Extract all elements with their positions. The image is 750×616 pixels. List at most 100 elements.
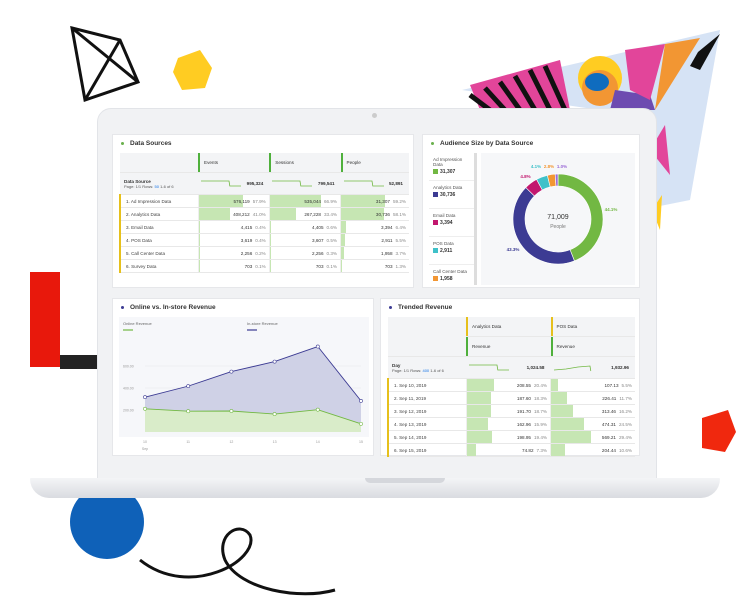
cell-percent: 11.7% [619,395,632,401]
column-label: POS Data [550,317,635,336]
column-total: 1,024.58 [466,356,551,379]
cell-value: 30,736 [375,211,390,217]
rows-per-page-link[interactable]: 400 [422,367,430,373]
table-row[interactable]: 3. Sep 12, 2019 191.70 18.7% 313.46 16.2% [387,404,635,418]
total-value: 52,891 [388,180,403,186]
legend-item[interactable]: Email Data 3,394 [429,209,474,237]
data-point[interactable] [315,344,320,349]
column-header[interactable]: Sessions [269,153,341,173]
cell-value: 3,394 [381,224,393,230]
cell-value: 408,212 [233,211,250,217]
cell-percent: 3.7% [395,250,406,256]
row-label: 5. Call Center Data [119,246,198,260]
table-row[interactable]: 2. Sep 11, 2019 187.60 18.3% 226.41 11.7% [387,391,635,405]
y-tick-label: 200.00 [123,409,134,413]
table-row[interactable]: 6. Sep 15, 2019 74.82 7.3% 204.44 10.6% [387,443,635,457]
header-row: Events Sessions People [120,153,409,173]
red-cube-shape [702,410,736,452]
cell-value: 2,256 [240,250,253,256]
legend-item[interactable]: Analytics Data 30,736 [429,181,474,209]
donut-center-value: 71,009 [547,214,569,221]
column-header[interactable]: Events [198,153,270,173]
metric-cell: 1,958 3.7% [340,246,409,260]
audience-donut-chart: 44.1% 43.3% 4.8%4.1% 2.8% 1.0% 71,009 People [481,153,635,285]
panel-title: Trended Revenue [389,304,452,311]
metric-cell: 226.41 11.7% [550,391,635,405]
metric-cell: 74.82 7.3% [465,443,551,457]
data-point[interactable] [186,384,191,389]
cell-percent: 0.4% [255,237,266,243]
legend-item[interactable]: POS Data 2,911 [429,237,474,265]
panel-title: Audience Size by Data Source [431,140,533,147]
page-info-prefix: Page: 1/1 Rows: [124,183,154,189]
row-label: 2. Sep 11, 2019 [387,391,466,405]
rows-per-page-link[interactable]: 50 [154,183,159,189]
metric-cell: 30,736 58.1% [340,207,409,221]
total-value: 799,541 [317,180,335,186]
column-header[interactable]: POS Data [550,317,635,337]
cell-percent: 20.4% [533,382,547,388]
cell-value: 703 [244,263,253,269]
table-row[interactable]: 5. Call Center Data 2,256 0.2% 2,256 0.3% 1,9… [119,246,409,260]
metric-cell: 267,228 33.4% [268,207,341,221]
cell-value: 3,619 [240,237,253,243]
legend-item[interactable]: Call Center Data 1,958 [429,265,474,285]
table-row[interactable]: 6. Survey Data 703 0.1% 703 0.1% 703 1.3% [119,259,409,273]
cell-percent: 5.5% [621,382,632,388]
data-point[interactable] [315,407,320,412]
metric-cell: 569.21 29.4% [550,430,635,444]
table-row[interactable]: 1. Ad Impression Data 576,119 57.9% 535,044… [119,194,409,208]
metric-cell: 535,044 66.9% [268,194,341,208]
dimension-label[interactable]: Day [392,362,401,368]
column-header[interactable]: Analytics Data [466,317,551,337]
table-row[interactable]: 4. Sep 13, 2019 162.96 15.9% 474.31 24.5% [387,417,635,431]
metric-cell: 107.13 5.5% [550,378,635,392]
row-label: 1. Ad Impression Data [119,194,198,208]
cell-value: 2,911 [381,237,393,243]
legend-item[interactable]: Ad Impression Data 31,307 [429,153,474,181]
cell-percent: 18.3% [533,395,547,401]
metric-header[interactable]: Revenue [550,336,635,357]
dimension-label[interactable]: Data Source [124,178,151,184]
legend-value: 3,394 [440,220,453,226]
x-tick-label: 13 [273,440,277,444]
data-point[interactable] [229,369,234,374]
table-row[interactable]: 2. Analytics Data 408,212 41.0% 267,228 33.4… [119,207,409,221]
data-point[interactable] [186,409,191,414]
area-fill [145,408,361,432]
cell-percent: 33.4% [323,211,337,217]
blue-circle-shape [70,485,144,559]
total-value: 995,324 [246,180,264,186]
cell-percent: 19.4% [533,434,547,440]
metric-cell: 198.95 19.4% [465,430,551,444]
x-axis-label: Sep [142,447,148,451]
column-label: Analytics Data [466,317,551,336]
metric-cell: 187.60 18.3% [465,391,551,405]
cell-value: 74.82 [522,447,534,453]
legend-swatch [433,169,438,175]
cell-value: 187.60 [516,395,531,401]
column-header[interactable]: People [340,153,409,173]
metric-cell: 703 0.1% [268,259,341,273]
table-row[interactable]: 1. Sep 10, 2019 208.55 20.4% 107.13 5.5% [387,378,635,392]
table-row[interactable]: 3. Email Data 4,415 0.4% 4,405 0.6% 3,394 6.4% [119,220,409,234]
cell-value: 703 [315,263,324,269]
donut-slice[interactable] [554,173,559,187]
metric-header[interactable]: Revenue [466,336,551,357]
data-point[interactable] [272,359,277,364]
table-row[interactable]: 5. Sep 14, 2019 198.95 19.4% 569.21 29.4% [387,430,635,444]
data-point[interactable] [143,395,147,400]
cell-percent: 15.9% [533,421,547,427]
cell-value: 474.31 [601,421,616,427]
data-point[interactable] [229,409,234,413]
data-point[interactable] [359,398,363,403]
cell-percent: 0.5% [326,237,337,243]
cell-percent: 7.3% [536,447,547,453]
table-row[interactable]: 4. POS Data 3,619 0.4% 3,607 0.5% 2,911 5.5% [119,233,409,247]
data-point[interactable] [143,406,147,411]
y-tick-label: 600.00 [123,365,134,369]
data-point[interactable] [359,421,363,426]
audience-legend[interactable]: Ad Impression Data 31,307 Analytics Data 30… [429,153,477,285]
data-point[interactable] [272,412,277,416]
cell-value: 4,405 [312,224,324,230]
